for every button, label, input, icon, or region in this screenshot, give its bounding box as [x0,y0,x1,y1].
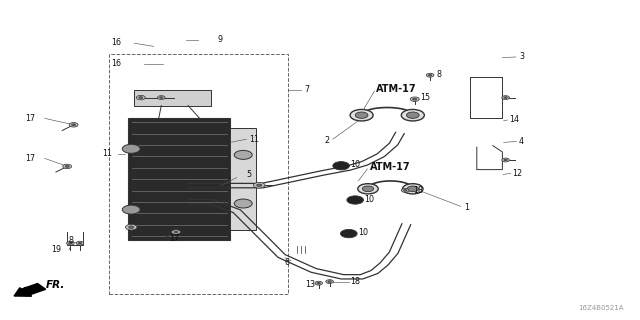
Circle shape [125,224,137,230]
Text: 11: 11 [250,135,260,144]
Text: 2: 2 [324,136,330,145]
Text: 16Z4B0521A: 16Z4B0521A [579,305,624,311]
Bar [128,118,230,240]
Text: 3: 3 [520,52,525,61]
Circle shape [122,205,140,214]
Circle shape [401,188,409,192]
Circle shape [328,281,332,283]
Circle shape [326,280,333,284]
Circle shape [428,74,432,76]
Circle shape [253,182,265,188]
Text: ATM-17: ATM-17 [376,84,417,94]
Circle shape [69,123,78,127]
Text: 15: 15 [420,93,431,102]
Text: FR.: FR. [46,280,65,291]
Text: 5: 5 [246,170,252,179]
Text: 8: 8 [436,70,442,79]
Circle shape [78,242,82,244]
Circle shape [358,184,378,194]
Circle shape [502,96,509,100]
Circle shape [315,281,323,285]
Circle shape [355,112,368,118]
Text: 11: 11 [102,149,112,158]
Text: 17: 17 [170,234,180,243]
Text: 9: 9 [218,36,223,44]
Bar [109,54,288,294]
Circle shape [403,184,423,194]
Circle shape [347,196,364,204]
Text: 10: 10 [358,228,368,237]
Circle shape [172,230,180,234]
Circle shape [63,164,72,169]
Circle shape [406,112,419,118]
Circle shape [68,242,72,244]
Text: 16: 16 [111,60,122,68]
Circle shape [317,282,321,284]
Circle shape [234,150,252,159]
Circle shape [504,159,508,161]
Text: 4: 4 [518,137,524,146]
Circle shape [159,97,163,99]
Circle shape [403,189,407,191]
Text: 19: 19 [51,245,61,254]
Text: 10: 10 [350,160,360,169]
Text: 17: 17 [25,154,35,163]
Text: 8: 8 [68,236,74,245]
Circle shape [340,229,357,238]
Text: 6: 6 [285,258,290,267]
Circle shape [401,109,424,121]
Circle shape [67,241,74,245]
Text: 16: 16 [111,38,122,47]
Circle shape [174,231,178,233]
Circle shape [410,97,419,101]
Circle shape [234,199,252,208]
Circle shape [122,144,140,153]
Circle shape [362,186,374,192]
Circle shape [76,241,84,245]
Text: 18: 18 [350,277,360,286]
Text: 13: 13 [305,280,316,289]
Circle shape [157,96,165,100]
Circle shape [407,186,419,192]
Bar [230,128,256,230]
Circle shape [139,97,143,99]
Circle shape [136,95,145,100]
Text: 14: 14 [509,116,520,124]
Circle shape [413,98,417,100]
Circle shape [426,73,434,77]
Bar [134,90,211,106]
Text: 17: 17 [25,114,35,123]
Text: 10: 10 [364,195,374,204]
Circle shape [502,158,509,162]
Circle shape [129,226,134,228]
Text: 7: 7 [304,85,309,94]
Circle shape [72,124,76,126]
Circle shape [350,109,373,121]
Text: ATM-17: ATM-17 [370,162,410,172]
Circle shape [257,184,262,187]
Circle shape [333,162,349,170]
Circle shape [504,97,508,99]
Text: 1: 1 [464,203,469,212]
Text: 12: 12 [513,169,523,178]
Circle shape [65,165,69,167]
Text: 18: 18 [413,186,423,195]
FancyArrow shape [14,284,45,296]
